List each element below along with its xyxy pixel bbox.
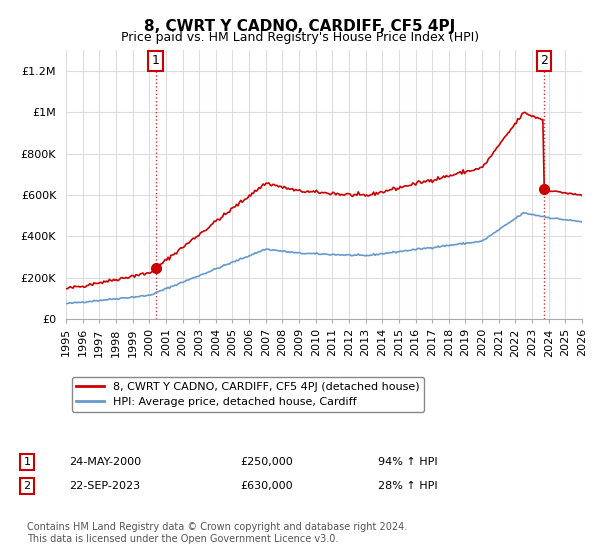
Text: Contains HM Land Registry data © Crown copyright and database right 2024.
This d: Contains HM Land Registry data © Crown c… <box>27 522 407 544</box>
Text: 2: 2 <box>23 481 31 491</box>
Text: Price paid vs. HM Land Registry's House Price Index (HPI): Price paid vs. HM Land Registry's House … <box>121 31 479 44</box>
Text: 24-MAY-2000: 24-MAY-2000 <box>69 457 141 467</box>
Text: 2: 2 <box>540 54 548 67</box>
Text: 22-SEP-2023: 22-SEP-2023 <box>69 481 140 491</box>
Text: 1: 1 <box>23 457 31 467</box>
Text: 28% ↑ HPI: 28% ↑ HPI <box>378 481 437 491</box>
Text: £250,000: £250,000 <box>240 457 293 467</box>
Text: 1: 1 <box>152 54 160 67</box>
Text: £630,000: £630,000 <box>240 481 293 491</box>
Text: 8, CWRT Y CADNO, CARDIFF, CF5 4PJ: 8, CWRT Y CADNO, CARDIFF, CF5 4PJ <box>145 19 455 34</box>
Legend: 8, CWRT Y CADNO, CARDIFF, CF5 4PJ (detached house), HPI: Average price, detached: 8, CWRT Y CADNO, CARDIFF, CF5 4PJ (detac… <box>71 377 424 412</box>
Text: 94% ↑ HPI: 94% ↑ HPI <box>378 457 437 467</box>
